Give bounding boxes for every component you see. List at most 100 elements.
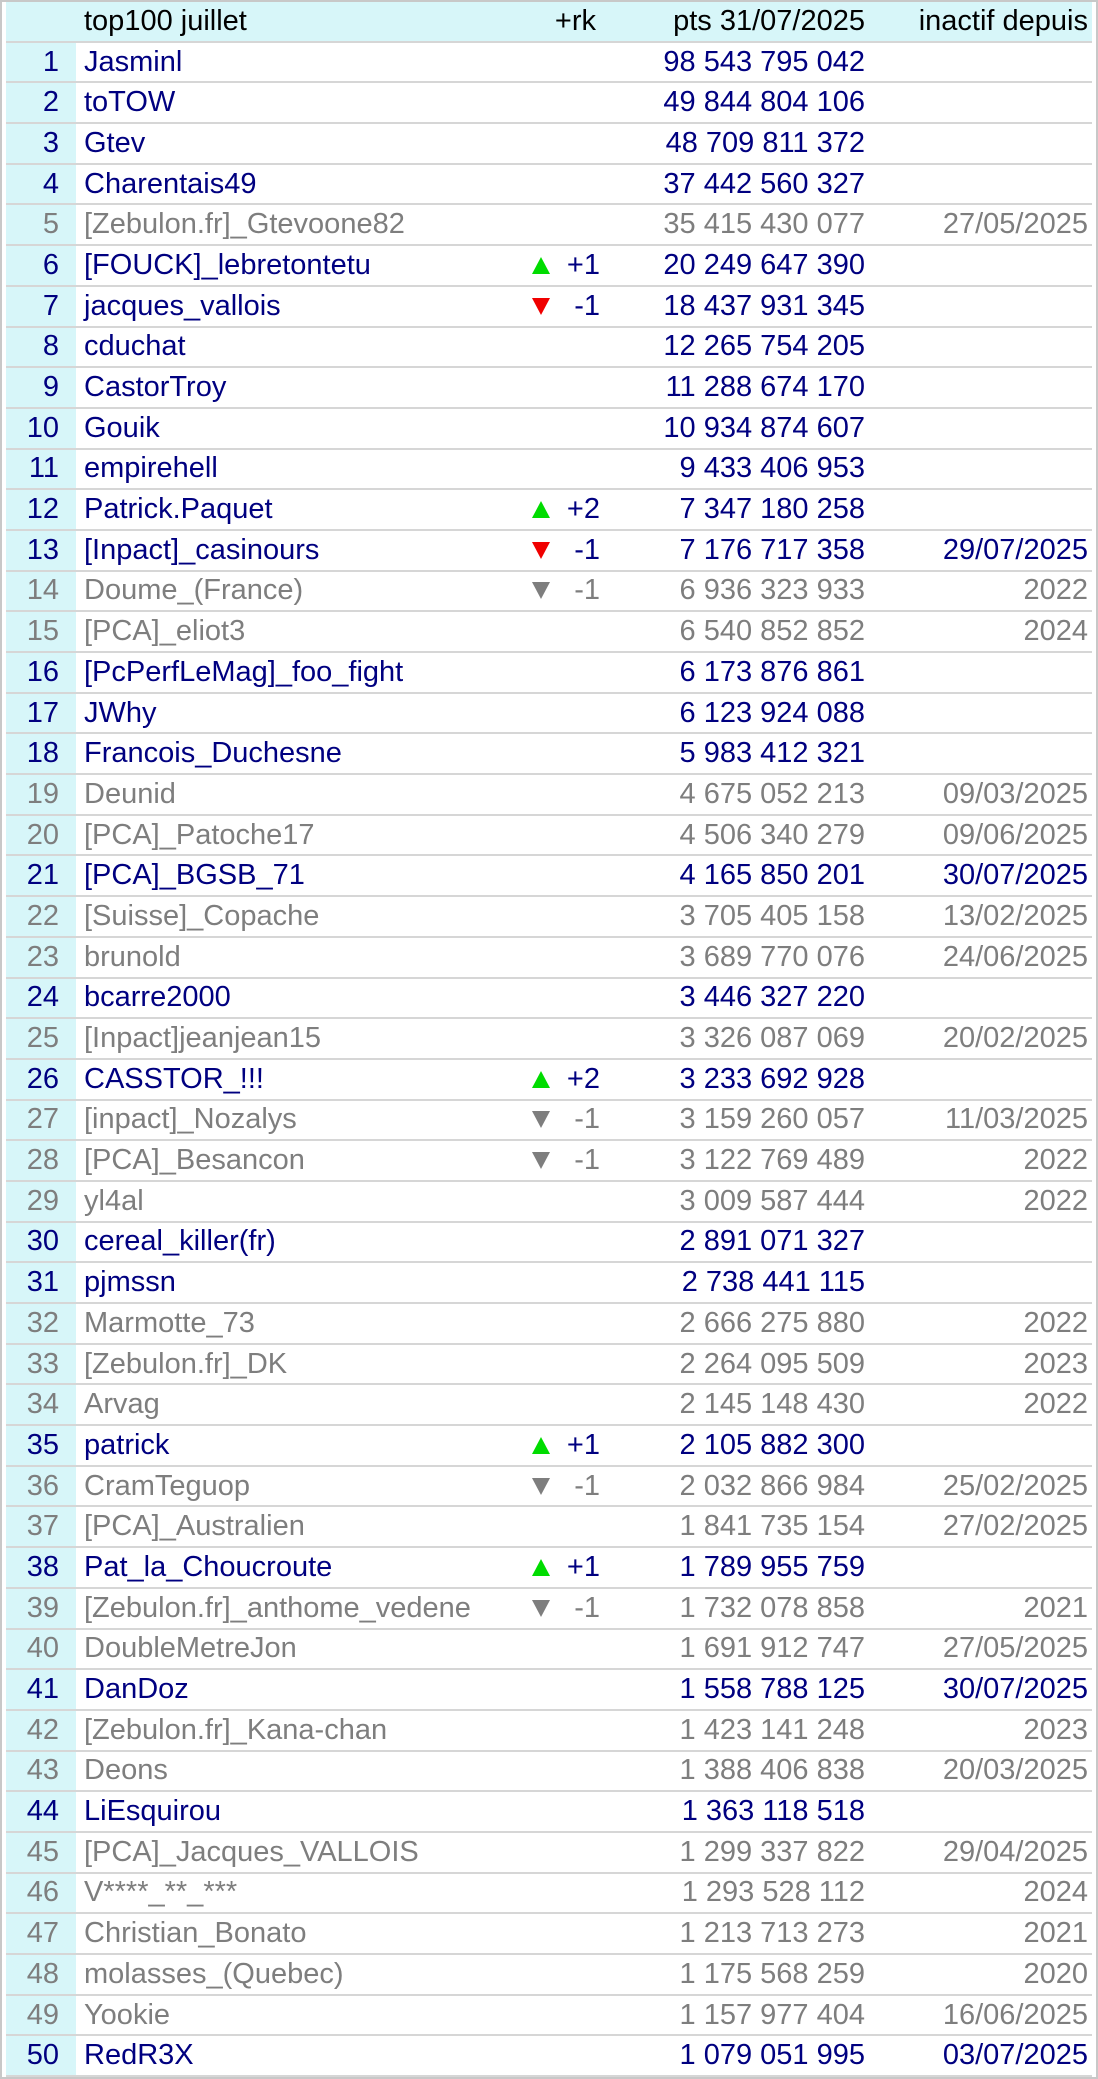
table-row: 37 [PCA]_Australien 1 841 735 154 27/02/202… (6, 1507, 1092, 1549)
points-value: 2 032 866 984 (679, 1469, 865, 1502)
rank-change-icon-cell (526, 775, 556, 814)
player-name: DoubleMetreJon (84, 1632, 297, 1665)
rank-down-icon (532, 582, 550, 600)
table-row: 17 JWhy 6 123 924 088 (6, 693, 1092, 735)
table-row: 33 [Zebulon.fr]_DK 2 264 095 509 2023 (6, 1344, 1092, 1386)
table-row: 24 bcarre2000 3 446 327 220 (6, 978, 1092, 1020)
table-row: 13 [Inpact]_casinours -1 7 176 717 358 29/07… (6, 530, 1092, 572)
table-row: 40 DoubleMetreJon 1 691 912 747 27/05/2025 (6, 1629, 1092, 1671)
table-row: 44 LiEsquirou 1 363 118 518 (6, 1792, 1092, 1833)
points-value: 3 159 260 057 (679, 1103, 865, 1136)
rank-change-icon-cell (526, 531, 556, 570)
table-row: 48 molasses_(Quebec) 1 175 568 259 2020 (6, 1955, 1092, 1996)
rank-change-value (556, 653, 600, 692)
rank-down-icon (532, 1152, 550, 1170)
rank-change-icon-cell (526, 1060, 556, 1099)
rank-change-icon-cell (526, 572, 556, 611)
rank-value: 33 (6, 1344, 76, 1384)
table-row: 3 Gtev 48 709 811 372 (6, 124, 1092, 165)
inactive-since-value: 2022 (1023, 1388, 1088, 1421)
rank-change-icon-cell (526, 1019, 556, 1058)
table-row: 19 Deunid 4 675 052 213 09/03/2025 (6, 775, 1092, 816)
points-value: 3 009 587 444 (679, 1184, 865, 1217)
points-value: 6 936 323 933 (679, 574, 865, 607)
rank-change-icon-cell (526, 1792, 556, 1831)
inactive-since-value: 29/04/2025 (942, 1835, 1088, 1868)
table-row: 16 [PcPerfLeMag]_foo_fight 6 173 876 861 (6, 653, 1092, 694)
inactive-since-value (865, 83, 1092, 122)
player-name: RedR3X (84, 2039, 194, 2072)
player-name: [PCA]_Jacques_VALLOIS (84, 1835, 419, 1868)
points-value: 35 415 430 077 (663, 208, 865, 241)
inactive-since-value: 25/02/2025 (942, 1469, 1088, 1502)
rank-value: 28 (6, 1141, 76, 1180)
rank-change-value (556, 1833, 600, 1872)
rank-value: 44 (6, 1792, 76, 1831)
inactive-since-value: 2022 (1023, 574, 1088, 607)
inactive-since-value (865, 1223, 1092, 1262)
points-value: 3 689 770 076 (679, 940, 865, 973)
rank-down-icon (532, 297, 550, 315)
points-value: 1 558 788 125 (679, 1673, 865, 1706)
table-row: 47 Christian_Bonato 1 213 713 273 2021 (6, 1914, 1092, 1955)
rank-change-value (556, 124, 600, 163)
player-name: toTOW (84, 86, 176, 119)
rank-value: 29 (6, 1181, 76, 1221)
player-name: Gtev (84, 126, 146, 159)
points-value: 7 347 180 258 (679, 493, 865, 526)
player-name: [inpact]_Nozalys (84, 1103, 297, 1136)
points-value: 1 388 406 838 (679, 1754, 865, 1787)
rank-value: 27 (6, 1100, 76, 1140)
player-name: patrick (84, 1428, 170, 1461)
inactive-since-value: 30/07/2025 (942, 1673, 1088, 1706)
rank-value: 19 (6, 775, 76, 814)
table-row: 22 [Suisse]_Copache 3 705 405 158 13/02/202… (6, 897, 1092, 938)
table-row: 31 pjmssn 2 738 441 115 (6, 1263, 1092, 1304)
rank-value: 20 (6, 815, 76, 855)
player-name: Jasminl (84, 45, 183, 78)
points-value: 2 264 095 509 (679, 1347, 865, 1380)
rank-change-icon-cell (526, 816, 556, 855)
inactive-since-value: 09/03/2025 (942, 777, 1088, 810)
table-row: 10 Gouik 10 934 874 607 (6, 408, 1092, 450)
table-row: 2 toTOW 49 844 804 106 (6, 83, 1092, 125)
player-name: brunold (84, 940, 181, 973)
table-row: 4 Charentais49 37 442 560 327 (6, 164, 1092, 206)
table-row: 43 Deons 1 388 406 838 20/03/2025 (6, 1751, 1092, 1793)
rank-value: 10 (6, 408, 76, 448)
rank-value: 1 (6, 42, 76, 82)
player-name: Gouik (84, 411, 160, 444)
points-value: 48 709 811 372 (665, 126, 865, 159)
points-value: 11 288 674 170 (665, 371, 865, 404)
rank-change-icon-cell (526, 1507, 556, 1546)
inactive-since-value: 2022 (1023, 1306, 1088, 1339)
rank-change-value (556, 83, 600, 122)
points-value: 49 844 804 106 (663, 86, 865, 119)
table-body: 1 Jasminl 98 543 795 042 2 toTOW 49 844 804 1… (6, 42, 1092, 2078)
inactive-since-value (865, 1263, 1092, 1302)
rank-value: 39 (6, 1588, 76, 1628)
inactive-since-value: 11/03/2025 (945, 1103, 1088, 1136)
player-name: [Inpact]jeanjean15 (84, 1022, 322, 1055)
inactive-since-value (865, 246, 1092, 285)
inactive-since-value (865, 450, 1092, 489)
rank-change-value: -1 (574, 1469, 600, 1502)
inactive-since-value (865, 368, 1092, 407)
rank-value: 8 (6, 327, 76, 367)
inactive-since-value (865, 43, 1092, 82)
inactive-since-value: 24/06/2025 (942, 940, 1088, 973)
player-name: [Zebulon.fr]_Gtevoone82 (84, 208, 405, 241)
rank-change-value (556, 409, 600, 448)
points-value: 5 983 412 321 (679, 737, 865, 770)
points-value: 1 363 118 518 (681, 1795, 865, 1828)
inactive-since-value (865, 165, 1092, 204)
inactive-since-value: 2020 (1023, 1957, 1088, 1990)
player-name: Francois_Duchesne (84, 737, 342, 770)
rank-value: 3 (6, 124, 76, 163)
rank-change-value: -1 (574, 574, 600, 607)
table-row: 30 cereal_killer(fr) 2 891 071 327 (6, 1222, 1092, 1264)
points-value: 4 165 850 201 (679, 859, 865, 892)
table-row: 11 empirehell 9 433 406 953 (6, 449, 1092, 491)
table-row: 50 RedR3X 1 079 051 995 03/07/2025 (6, 2036, 1092, 2078)
inactive-since-value: 27/05/2025 (942, 208, 1088, 241)
